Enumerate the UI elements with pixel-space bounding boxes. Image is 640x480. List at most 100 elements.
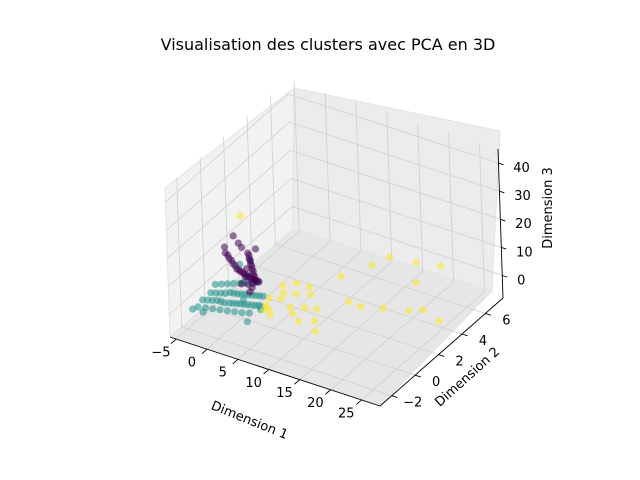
- x-tick-mark: [294, 379, 301, 385]
- data-point: [223, 307, 231, 315]
- x-tick-mark: [355, 399, 362, 405]
- data-point: [286, 303, 294, 311]
- data-point: [357, 303, 365, 311]
- data-point: [239, 296, 247, 304]
- data-point: [231, 308, 239, 316]
- data-point: [189, 305, 197, 313]
- x-gridline: [237, 102, 362, 360]
- z-tick-mark: [502, 275, 508, 278]
- data-point: [435, 317, 443, 325]
- y-gridline: [181, 326, 392, 397]
- x-gridline: [330, 132, 454, 391]
- y-tick-mark: [438, 354, 445, 357]
- data-point: [220, 243, 229, 251]
- x-axis-line: [169, 336, 381, 407]
- y-tick-mark: [461, 333, 468, 337]
- chart-panes: [164, 86, 501, 407]
- gridlines: [165, 82, 503, 401]
- z-tick-label: 0: [517, 273, 525, 288]
- x-tick-mark: [325, 389, 331, 395]
- data-point: [211, 280, 219, 288]
- data-point: [242, 265, 251, 273]
- y-tick-label: −2: [403, 396, 422, 411]
- data-point: [246, 288, 254, 296]
- data-point: [305, 283, 313, 291]
- z-axis-line: [497, 148, 504, 299]
- x-tick-mark: [170, 338, 177, 344]
- data-point: [238, 309, 246, 317]
- axis-lines: [169, 148, 508, 407]
- z-tick-mark: [500, 218, 506, 222]
- y-tick-label: 6: [502, 313, 510, 328]
- z-gridline: [166, 121, 500, 231]
- data-point: [337, 272, 345, 280]
- x-tick-label: 0: [188, 356, 196, 371]
- data-point: [405, 307, 413, 315]
- data-point: [243, 318, 251, 326]
- data-point: [216, 306, 224, 314]
- data-point: [251, 245, 260, 253]
- data-point: [259, 292, 267, 300]
- data-point: [242, 273, 250, 281]
- data-point: [229, 279, 238, 288]
- y-tick-mark: [415, 374, 421, 378]
- y-gridline-wall: [176, 177, 183, 327]
- data-point: [199, 308, 207, 316]
- data-point: [412, 279, 420, 287]
- y-gridline-wall: [199, 157, 206, 307]
- data-point: [277, 295, 285, 303]
- data-point: [223, 280, 232, 288]
- data-point: [311, 327, 319, 335]
- data-point: [345, 297, 353, 305]
- x-tick-label: 10: [245, 376, 262, 391]
- scatter-points: [189, 212, 445, 335]
- y-gridline: [205, 305, 416, 376]
- x-tick-mark: [201, 348, 208, 355]
- data-point: [265, 305, 273, 313]
- x-gridline: [361, 142, 485, 401]
- x-tick-label: −5: [151, 345, 170, 360]
- z-tick-mark: [501, 246, 507, 250]
- data-point: [265, 294, 273, 302]
- x-tick-label: 5: [219, 366, 227, 381]
- data-point: [245, 309, 253, 317]
- x-tick-mark: [263, 369, 270, 375]
- data-point: [294, 317, 302, 325]
- data-point: [209, 305, 217, 313]
- data-point: [419, 306, 427, 314]
- x-tick-label: 25: [338, 406, 355, 421]
- x-tick-mark: [232, 358, 239, 365]
- data-point: [368, 261, 376, 269]
- data-point: [313, 305, 321, 313]
- data-point: [437, 262, 445, 270]
- x-gridline: [299, 122, 424, 380]
- z-tick-label: 10: [516, 245, 533, 260]
- z-gridline: [167, 149, 501, 259]
- z-tick-label: 40: [513, 161, 530, 176]
- y-tick-mark: [391, 395, 398, 398]
- data-point: [412, 259, 420, 267]
- data-point: [307, 291, 315, 299]
- y-gridline: [275, 244, 486, 314]
- data-point: [379, 304, 387, 312]
- y-axis-line: [379, 297, 504, 407]
- data-point: [289, 310, 297, 318]
- data-point: [279, 281, 287, 289]
- data-point: [236, 212, 244, 220]
- chart-title: Visualisation des clusters avec PCA en 3…: [161, 35, 496, 54]
- x-tick-label: 20: [307, 396, 324, 411]
- y-gridline-wall: [246, 115, 253, 266]
- data-point: [292, 290, 300, 298]
- x-gridline: [268, 112, 393, 370]
- data-point: [386, 253, 394, 261]
- z-tick-mark: [498, 162, 504, 166]
- z-tick-label: 30: [514, 189, 531, 204]
- y-tick-label: 2: [455, 354, 463, 369]
- x-tick-label: 15: [276, 386, 293, 401]
- data-point: [238, 280, 246, 288]
- data-point: [280, 289, 288, 297]
- z-gridline: [168, 206, 503, 315]
- y-tick-label: 4: [479, 334, 487, 349]
